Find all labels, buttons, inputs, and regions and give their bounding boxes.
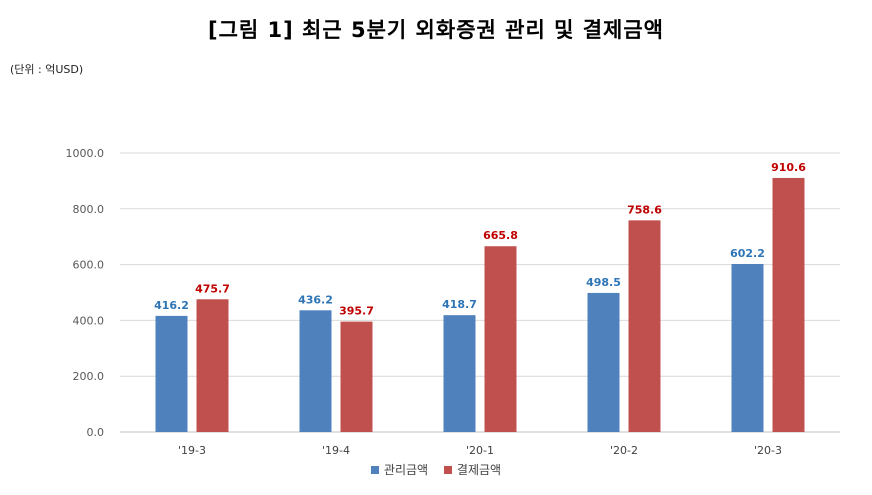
data-label: 602.2 (730, 247, 765, 260)
bar (299, 310, 332, 432)
bar (196, 299, 229, 432)
x-category-label: '20-1 (466, 444, 494, 457)
legend-item-series-2: 결제금액 (443, 461, 502, 478)
x-category-label: '20-2 (610, 444, 638, 457)
data-label: 418.7 (442, 298, 477, 311)
y-tick-label: 1000.0 (66, 147, 105, 160)
data-label: 758.6 (627, 203, 662, 216)
legend-label-series-1: 관리금액 (383, 463, 429, 477)
x-category-label: '19-3 (178, 444, 206, 457)
chart-title: [그림 1] 최근 5분기 외화증권 관리 및 결제금액 (207, 18, 665, 42)
data-label: 395.7 (339, 305, 374, 318)
bar (731, 263, 764, 432)
x-category-label: '19-4 (322, 444, 350, 457)
unit-label: (단위 : 억USD) (10, 63, 84, 76)
bar (587, 292, 620, 432)
data-label: 498.5 (586, 276, 621, 289)
data-label: 416.2 (154, 299, 189, 312)
data-label: 665.8 (483, 229, 518, 242)
data-label: 910.6 (771, 161, 806, 174)
y-tick-label: 600.0 (73, 259, 105, 272)
bar (155, 315, 188, 432)
data-label: 475.7 (195, 282, 230, 295)
bar (443, 315, 476, 432)
data-label: 436.2 (298, 293, 333, 306)
bar (772, 177, 805, 432)
legend-swatch-series-2 (443, 466, 452, 474)
bar (628, 220, 661, 432)
legend-item-series-1: 관리금액 (370, 461, 429, 478)
legend-label-series-2: 결제금액 (456, 463, 502, 477)
y-tick-label: 400.0 (73, 314, 105, 327)
bar (340, 321, 373, 432)
y-tick-label: 0.0 (87, 426, 105, 439)
legend-swatch-series-1 (370, 466, 379, 474)
y-tick-label: 200.0 (73, 370, 105, 383)
legend: 관리금액 결제금액 (0, 461, 872, 478)
bar (484, 246, 517, 432)
x-category-label: '20-3 (754, 444, 782, 457)
y-tick-label: 800.0 (73, 203, 105, 216)
